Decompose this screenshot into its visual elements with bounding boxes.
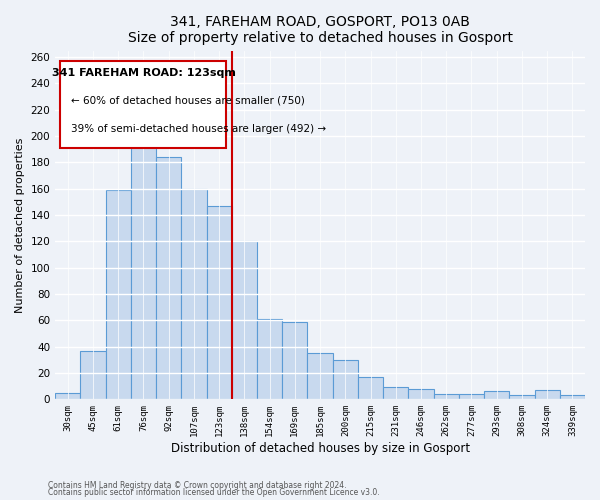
Bar (257, 319, 282, 400)
Bar (332, 360, 358, 400)
Bar (560, 396, 585, 400)
Bar (80, 350, 106, 400)
Text: Contains public sector information licensed under the Open Government Licence v3: Contains public sector information licen… (48, 488, 380, 497)
Text: 341 FAREHAM ROAD: 123sqm: 341 FAREHAM ROAD: 123sqm (52, 68, 235, 78)
Bar (282, 322, 307, 400)
Bar (484, 392, 509, 400)
Bar (535, 390, 560, 400)
Text: Contains HM Land Registry data © Crown copyright and database right 2024.: Contains HM Land Registry data © Crown c… (48, 480, 347, 490)
Bar (409, 389, 434, 400)
Bar (383, 388, 409, 400)
Bar (509, 396, 535, 400)
Bar (206, 206, 232, 400)
Bar (459, 394, 484, 400)
X-axis label: Distribution of detached houses by size in Gosport: Distribution of detached houses by size … (170, 442, 470, 455)
Bar (358, 377, 383, 400)
FancyBboxPatch shape (61, 61, 226, 148)
Bar (131, 112, 156, 400)
Bar (232, 242, 257, 400)
Bar (181, 188, 206, 400)
Bar (156, 157, 181, 400)
Bar (434, 394, 459, 400)
Y-axis label: Number of detached properties: Number of detached properties (15, 137, 25, 312)
Bar (307, 354, 332, 400)
Bar (55, 393, 80, 400)
Bar (106, 190, 131, 400)
Title: 341, FAREHAM ROAD, GOSPORT, PO13 0AB
Size of property relative to detached house: 341, FAREHAM ROAD, GOSPORT, PO13 0AB Siz… (128, 15, 512, 45)
Text: 39% of semi-detached houses are larger (492) →: 39% of semi-detached houses are larger (… (71, 124, 326, 134)
Text: ← 60% of detached houses are smaller (750): ← 60% of detached houses are smaller (75… (71, 96, 305, 106)
